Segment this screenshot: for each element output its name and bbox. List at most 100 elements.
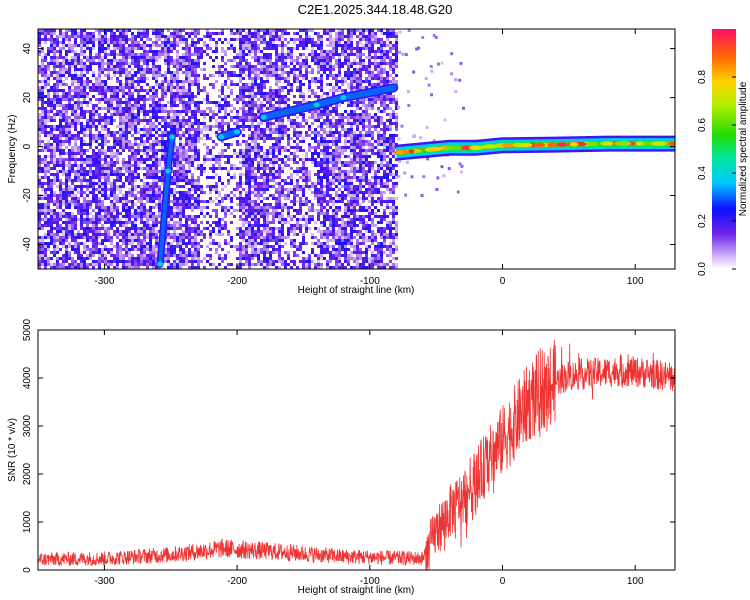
spectrogram-cell — [191, 59, 194, 62]
spectrogram-cell — [296, 209, 299, 212]
spectrogram-cell — [170, 59, 173, 62]
spectrogram-cell — [44, 107, 47, 110]
spectrogram-cell — [287, 98, 290, 101]
spectrogram-cell — [137, 257, 140, 260]
spectrogram-cell — [128, 101, 131, 104]
spectrogram-cell — [224, 107, 227, 110]
spectrogram-cell — [65, 191, 68, 194]
spectrogram-cell — [296, 62, 299, 65]
spectrogram-cell — [188, 206, 191, 209]
spectrogram-cell — [131, 182, 134, 185]
spectrogram-cell — [83, 161, 86, 164]
spectrogram-cell — [269, 107, 272, 110]
spectrogram-cell — [80, 86, 83, 89]
spectrogram-cell — [233, 50, 236, 53]
spectrogram-cell — [131, 53, 134, 56]
spectrogram-cell — [152, 125, 155, 128]
spectrogram-cell — [167, 113, 170, 116]
spectrogram-cell — [98, 179, 101, 182]
spectrogram-cell — [296, 200, 299, 203]
spectrogram-cell — [173, 131, 176, 134]
spectrogram-cell — [299, 35, 302, 38]
spectrogram-cell — [143, 32, 146, 35]
spectrogram-cell — [77, 164, 80, 167]
spectrogram-cell — [179, 200, 182, 203]
spectrogram-cell — [140, 227, 143, 230]
spectrogram-cell — [137, 248, 140, 251]
spectrogram-cell — [38, 182, 41, 185]
spectrogram-cell — [125, 176, 128, 179]
spectrogram-cell — [77, 254, 80, 257]
spectrogram-cell — [257, 203, 260, 206]
spectrogram-cell — [215, 71, 218, 74]
spectrogram-cell — [128, 74, 131, 77]
spectrogram-cell — [260, 77, 263, 80]
spectrogram-cell — [152, 140, 155, 143]
spectrogram-cell — [260, 194, 263, 197]
spectrogram-cell — [278, 236, 281, 239]
spectrogram-cell — [251, 206, 254, 209]
spectrogram-cell — [167, 110, 170, 113]
spectrogram-cell — [194, 113, 197, 116]
spectrogram-cell — [140, 95, 143, 98]
spectrogram-cell — [254, 173, 257, 176]
spectrogram-cell — [230, 47, 233, 50]
spectrogram-cell — [113, 260, 116, 263]
spectrogram-cell — [212, 164, 215, 167]
spectrogram-cell — [95, 38, 98, 41]
spectrogram-cell — [179, 155, 182, 158]
spectrogram-cell — [293, 215, 296, 218]
spectrogram-cell — [257, 50, 260, 53]
spectrogram-cell — [242, 254, 245, 257]
spectrogram-cell — [284, 221, 287, 224]
spectrogram-cell — [110, 194, 113, 197]
spectrogram-cell — [74, 155, 77, 158]
spectrogram-cell — [212, 188, 215, 191]
spectrogram-cell — [122, 257, 125, 260]
spectrogram-cell — [263, 230, 266, 233]
spectrogram-cell — [98, 203, 101, 206]
spectrogram-cell — [134, 185, 137, 188]
spectrogram-cell — [104, 209, 107, 212]
spectrogram-cell — [224, 197, 227, 200]
spectrogram-cell — [245, 251, 248, 254]
spectrogram-cell — [107, 173, 110, 176]
spectrogram-cell — [269, 74, 272, 77]
spectrogram-cell — [179, 215, 182, 218]
spectrogram-cell — [41, 257, 44, 260]
spectrogram-cell — [143, 62, 146, 65]
spectrogram-cell — [71, 113, 74, 116]
spectrogram-cell — [74, 125, 77, 128]
spectrogram-cell — [218, 203, 221, 206]
spectrogram-cell — [116, 248, 119, 251]
spectrogram-cell — [176, 125, 179, 128]
spectrogram-cell — [95, 260, 98, 263]
spectrogram-cell — [230, 116, 233, 119]
spectrogram-cell — [272, 248, 275, 251]
spectrogram-cell — [47, 80, 50, 83]
spectrogram-cell — [98, 188, 101, 191]
spectrogram-cell — [158, 116, 161, 119]
spectrogram-cell — [152, 164, 155, 167]
spectrogram-cell — [122, 32, 125, 35]
spectrogram-cell — [53, 149, 56, 152]
spectrogram-cell — [182, 242, 185, 245]
spectrogram-cell — [80, 116, 83, 119]
spectrogram-cell — [89, 161, 92, 164]
spectrogram-cell — [74, 227, 77, 230]
spectrogram-cell — [71, 146, 74, 149]
spectrogram-cell — [119, 38, 122, 41]
spectrogram-cell — [149, 248, 152, 251]
spectrogram-cell — [176, 77, 179, 80]
spectrogram-cell — [188, 119, 191, 122]
spectrogram-cell — [74, 50, 77, 53]
spectrogram-cell — [128, 131, 131, 134]
spectrogram-cell — [269, 95, 272, 98]
spectrogram-cell — [194, 59, 197, 62]
spectrogram-cell — [101, 80, 104, 83]
spectrogram-cell — [227, 263, 230, 266]
spectrogram-cell — [110, 191, 113, 194]
spectrogram-cell — [212, 227, 215, 230]
spectrogram-cell — [257, 257, 260, 260]
spectrogram-cell — [128, 263, 131, 266]
